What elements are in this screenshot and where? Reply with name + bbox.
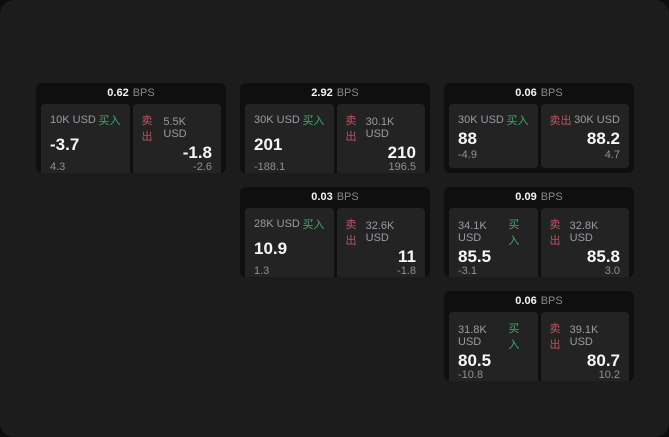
buy-badge: 买入 (508, 219, 520, 247)
sell-amount-label: 30K USD (574, 114, 620, 126)
buy-price-value: -3.7 (50, 135, 80, 154)
buy-panel[interactable]: 31.8K USD 买入 80.5 -10.8 (449, 312, 538, 381)
buy-price-value: 80.5 (458, 351, 492, 370)
card-header: 0.06 BPS (444, 291, 634, 312)
sell-price-value: 11 (398, 247, 416, 266)
card-header: 0.09 BPS (444, 187, 634, 208)
quote-card: 2.92 BPS 30K USD 买入 201 -188.1 卖出 30.1K … (240, 83, 430, 173)
sell-delta-value: 3.0 (604, 265, 620, 277)
quote-card: 0.03 BPS 28K USD 买入 10.9 1.3 卖出 32.6K US… (240, 187, 430, 277)
buy-delta-value: -188.1 (254, 161, 286, 173)
panels: 30K USD 买入 201 -188.1 卖出 30.1K USD 210 1… (240, 104, 430, 173)
quote-card: 0.62 BPS 10K USD 买入 -3.7 4.3 卖出 5.5K USD (36, 83, 226, 173)
buy-amount-label: 28K USD (254, 218, 300, 230)
buy-amount-label: 30K USD (254, 114, 300, 126)
buy-price-value: 88 (458, 129, 477, 148)
sell-delta-value: -2.6 (193, 161, 212, 173)
quote-card: 0.09 BPS 34.1K USD 买入 85.5 -3.1 卖出 32.8K… (444, 187, 634, 277)
sell-price-value: 210 (387, 143, 416, 162)
sell-panel[interactable]: 卖出 32.8K USD 85.8 3.0 (540, 208, 629, 277)
sell-panel[interactable]: 卖出 30.1K USD 210 196.5 (336, 104, 425, 173)
sell-badge: 卖出 (549, 219, 561, 247)
buy-amount-label: 30K USD (458, 114, 504, 126)
sell-amount-label: 30.1K USD (365, 116, 395, 140)
sell-price-value: 80.7 (586, 351, 620, 370)
bps-unit: BPS (336, 87, 359, 99)
buy-badge: 买入 (302, 219, 325, 231)
buy-delta-value: 1.3 (254, 265, 270, 277)
bps-unit: BPS (540, 87, 563, 99)
bps-unit: BPS (132, 87, 155, 99)
sell-panel[interactable]: 卖出 32.6K USD 11 -1.8 (336, 208, 425, 277)
bps-value: 0.03 (311, 191, 333, 203)
buy-badge: 买入 (98, 115, 121, 127)
buy-amount-label: 10K USD (50, 114, 96, 126)
bps-value: 0.09 (515, 191, 537, 203)
buy-badge: 买入 (506, 115, 529, 127)
card-header: 0.06 BPS (444, 83, 634, 104)
panels: 10K USD 买入 -3.7 4.3 卖出 5.5K USD -1.8 -2.… (36, 104, 226, 173)
sell-badge: 卖出 (141, 115, 153, 143)
sell-price-value: 88.2 (586, 129, 620, 148)
buy-badge: 买入 (302, 115, 325, 127)
panels: 31.8K USD 买入 80.5 -10.8 卖出 39.1K USD 80.… (444, 312, 634, 381)
sell-delta-value: 196.5 (388, 161, 416, 173)
card-header: 0.62 BPS (36, 83, 226, 104)
buy-amount-label: 31.8K USD (458, 324, 487, 348)
panels: 28K USD 买入 10.9 1.3 卖出 32.6K USD 11 -1.8 (240, 208, 430, 277)
bps-unit: BPS (336, 191, 359, 203)
sell-price-value: 85.8 (586, 247, 620, 266)
bps-value: 0.06 (515, 295, 537, 307)
bps-value: 0.06 (515, 87, 537, 99)
sell-badge: 卖出 (549, 323, 561, 351)
bps-value: 2.92 (311, 87, 333, 99)
sell-price-value: -1.8 (182, 143, 212, 162)
buy-delta-value: -10.8 (458, 369, 484, 381)
panels: 34.1K USD 买入 85.5 -3.1 卖出 32.8K USD 85.8… (444, 208, 634, 277)
buy-panel[interactable]: 34.1K USD 买入 85.5 -3.1 (449, 208, 538, 277)
buy-price-value: 201 (254, 135, 283, 154)
quote-cards-grid: 0.62 BPS 10K USD 买入 -3.7 4.3 卖出 5.5K USD (36, 83, 634, 381)
sell-delta-value: 4.7 (604, 149, 620, 161)
bps-unit: BPS (540, 191, 563, 203)
sell-amount-label: 5.5K USD (163, 116, 187, 140)
sell-amount-label: 32.8K USD (569, 220, 599, 244)
sell-panel[interactable]: 卖出 30K USD 88.2 4.7 (540, 104, 629, 168)
bps-unit: BPS (540, 295, 563, 307)
card-header: 2.92 BPS (240, 83, 430, 104)
card-header: 0.03 BPS (240, 187, 430, 208)
buy-panel[interactable]: 30K USD 买入 88 -4.9 (449, 104, 538, 168)
sell-badge: 卖出 (345, 219, 357, 247)
buy-delta-value: 4.3 (50, 161, 66, 173)
quote-card: 0.06 BPS 31.8K USD 买入 80.5 -10.8 卖出 39.1… (444, 291, 634, 381)
buy-delta-value: -3.1 (458, 265, 477, 277)
buy-badge: 买入 (508, 323, 520, 351)
quote-card: 0.06 BPS 30K USD 买入 88 -4.9 卖出 30K USD (444, 83, 634, 173)
sell-panel[interactable]: 卖出 39.1K USD 80.7 10.2 (540, 312, 629, 381)
sell-badge: 卖出 (549, 115, 572, 127)
sell-amount-label: 39.1K USD (569, 324, 599, 348)
buy-amount-label: 34.1K USD (458, 220, 487, 244)
buy-panel[interactable]: 30K USD 买入 201 -188.1 (245, 104, 334, 173)
bps-value: 0.62 (107, 87, 129, 99)
buy-delta-value: -4.9 (458, 149, 477, 161)
sell-panel[interactable]: 卖出 5.5K USD -1.8 -2.6 (132, 104, 221, 173)
buy-price-value: 85.5 (458, 247, 492, 266)
sell-delta-value: 10.2 (598, 369, 620, 381)
panels: 30K USD 买入 88 -4.9 卖出 30K USD 88.2 4.7 (444, 104, 634, 173)
buy-panel[interactable]: 28K USD 买入 10.9 1.3 (245, 208, 334, 277)
sell-badge: 卖出 (345, 115, 357, 143)
sell-delta-value: -1.8 (397, 265, 416, 277)
sell-amount-label: 32.6K USD (365, 220, 395, 244)
buy-price-value: 10.9 (254, 239, 288, 258)
buy-panel[interactable]: 10K USD 买入 -3.7 4.3 (41, 104, 130, 173)
